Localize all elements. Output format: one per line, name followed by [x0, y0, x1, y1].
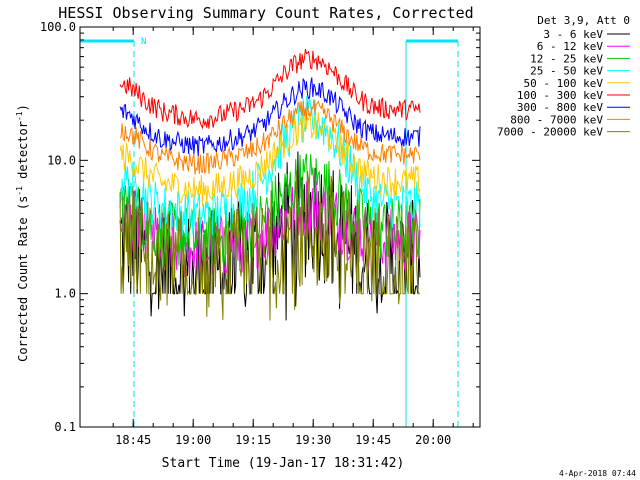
y-axis-label-sup1: -1 [15, 186, 24, 196]
series-line [119, 77, 421, 157]
y-tick-label: 100.0 [40, 20, 76, 34]
series-line [119, 170, 420, 321]
legend-label: 300 - 800 keV [517, 101, 603, 114]
legend-label: 7000 - 20000 keV [497, 126, 603, 139]
plot-frame [79, 26, 481, 428]
y-axis-label-sup2: -1 [15, 111, 24, 121]
y-axis-label: Corrected Count Rate (s-1 detector-1) [15, 104, 30, 362]
series-line [119, 99, 421, 175]
x-tick-label: 20:00 [415, 433, 451, 447]
y-axis-label-main: Corrected Count Rate (s [16, 196, 30, 362]
legend-label: 25 - 50 keV [530, 65, 603, 78]
legend-label: 12 - 25 keV [530, 52, 603, 65]
series-line [119, 153, 421, 270]
x-tick-label: 19:30 [295, 433, 331, 447]
series-line [119, 48, 421, 130]
y-tick-label: 0.1 [54, 420, 76, 434]
y-tick-label: 10.0 [47, 153, 76, 167]
legend-label: 3 - 6 keV [543, 28, 603, 41]
legend-label: 6 - 12 keV [537, 40, 604, 53]
night-annotation: N [141, 37, 146, 47]
chart-title: HESSI Observing Summary Count Rates, Cor… [58, 4, 473, 22]
y-tick-label: 1.0 [54, 287, 76, 301]
timestamp: 4-Apr-2018 07:44 [559, 469, 636, 478]
y-axis-label-end: ) [16, 104, 30, 111]
axes: 0.1 1.0 10.0 100.0 18:45 19:00 19:15 19:30 19:45… [40, 20, 481, 447]
x-tick-label: 19:15 [235, 433, 271, 447]
y-axis-label-mid: detector [16, 121, 30, 186]
legend-label: 800 - 7000 keV [510, 113, 603, 126]
plot-area: N [79, 37, 459, 427]
x-tick-label: 18:45 [115, 433, 151, 447]
x-axis-label: Start Time (19-Jan-17 18:31:42) [162, 456, 405, 471]
legend-label: 50 - 100 keV [524, 77, 604, 90]
legend-header: Det 3,9, Att 0 [537, 14, 630, 27]
series-line [119, 111, 421, 207]
legend-label: 100 - 300 keV [517, 89, 603, 102]
x-tick-label: 19:45 [355, 433, 391, 447]
x-tick-label: 19:00 [175, 433, 211, 447]
